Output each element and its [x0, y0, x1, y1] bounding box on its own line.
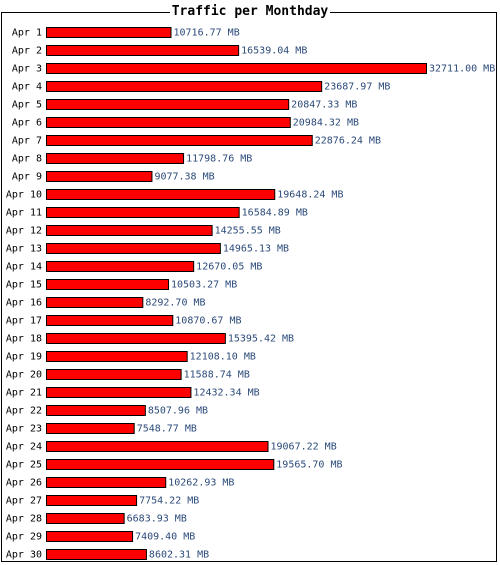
day-label: Apr 7: [12, 136, 42, 147]
value-label: 12108.10 MB: [190, 352, 256, 363]
value-label: 6683.93 MB: [127, 514, 187, 525]
value-label: 11588.74 MB: [184, 370, 250, 381]
value-label: 19565.70 MB: [276, 460, 342, 471]
day-label: Apr 25: [6, 460, 42, 471]
day-label: Apr 30: [6, 550, 42, 561]
traffic-bar: [46, 549, 147, 560]
value-label: 14255.55 MB: [215, 226, 281, 237]
traffic-bar: [46, 531, 134, 542]
chart-title: Traffic per Monthday: [169, 4, 331, 19]
value-label: 15395.42 MB: [228, 334, 294, 345]
day-label: Apr 11: [6, 208, 42, 219]
traffic-bar: [46, 117, 291, 128]
traffic-bar: [46, 477, 167, 488]
day-label: Apr 22: [6, 406, 42, 417]
value-label: 8507.96 MB: [148, 406, 208, 417]
day-label: Apr 27: [6, 496, 42, 507]
day-label: Apr 3: [12, 64, 42, 75]
day-label: Apr 2: [12, 46, 42, 57]
value-label: 32711.00 MB: [429, 64, 495, 75]
day-label: Apr 20: [6, 370, 42, 381]
day-label: Apr 24: [6, 442, 42, 453]
traffic-bar: [46, 99, 290, 110]
traffic-bar: [46, 495, 138, 506]
value-label: 19648.24 MB: [277, 190, 343, 201]
value-label: 7548.77 MB: [137, 424, 197, 435]
day-label: Apr 1: [12, 28, 42, 39]
day-label: Apr 26: [6, 478, 42, 489]
traffic-bar: [46, 351, 188, 362]
day-label: Apr 4: [12, 82, 42, 93]
value-label: 16584.89 MB: [242, 208, 308, 219]
traffic-bar: [46, 369, 182, 380]
traffic-bar: [46, 513, 125, 524]
traffic-bar: [46, 207, 240, 218]
value-label: 8602.31 MB: [149, 550, 209, 561]
value-label: 10503.27 MB: [171, 280, 237, 291]
value-label: 7754.22 MB: [139, 496, 199, 507]
value-label: 10716.77 MB: [173, 28, 239, 39]
day-label: Apr 14: [6, 262, 42, 273]
traffic-bar: [46, 81, 323, 92]
day-label: Apr 19: [6, 352, 42, 363]
traffic-bar: [46, 387, 192, 398]
traffic-bar: [46, 459, 275, 470]
traffic-bar: [46, 441, 269, 452]
value-label: 12432.34 MB: [193, 388, 259, 399]
traffic-bar: [46, 45, 240, 56]
traffic-bar: [46, 27, 172, 38]
value-label: 12670.05 MB: [196, 262, 262, 273]
value-label: 19067.22 MB: [271, 442, 337, 453]
value-label: 8292.70 MB: [145, 298, 205, 309]
day-label: Apr 12: [6, 226, 42, 237]
day-label: Apr 18: [6, 334, 42, 345]
day-label: Apr 6: [12, 118, 42, 129]
day-label: Apr 17: [6, 316, 42, 327]
traffic-bar: [46, 243, 221, 254]
value-label: 23687.97 MB: [324, 82, 390, 93]
value-label: 20984.32 MB: [293, 118, 359, 129]
traffic-bar: [46, 297, 144, 308]
value-label: 9077.38 MB: [154, 172, 214, 183]
traffic-bar: [46, 423, 135, 434]
day-label: Apr 10: [6, 190, 42, 201]
traffic-bar: [46, 405, 146, 416]
traffic-bar: [46, 261, 195, 272]
traffic-bar: [46, 279, 170, 290]
day-label: Apr 13: [6, 244, 42, 255]
day-label: Apr 16: [6, 298, 42, 309]
day-label: Apr 8: [12, 154, 42, 165]
day-label: Apr 21: [6, 388, 42, 399]
value-label: 14965.13 MB: [223, 244, 289, 255]
day-label: Apr 29: [6, 532, 42, 543]
traffic-bar: [46, 189, 276, 200]
traffic-bar: [46, 153, 185, 164]
day-label: Apr 5: [12, 100, 42, 111]
traffic-bar: [46, 135, 313, 146]
day-label: Apr 28: [6, 514, 42, 525]
value-label: 7409.40 MB: [135, 532, 195, 543]
traffic-bar: [46, 63, 427, 74]
value-label: 22876.24 MB: [315, 136, 381, 147]
traffic-bar: [46, 315, 174, 326]
day-label: Apr 9: [12, 172, 42, 183]
value-label: 10262.93 MB: [168, 478, 234, 489]
value-label: 10870.67 MB: [175, 316, 241, 327]
value-label: 20847.33 MB: [291, 100, 357, 111]
value-label: 16539.04 MB: [241, 46, 307, 57]
day-label: Apr 23: [6, 424, 42, 435]
value-label: 11798.76 MB: [186, 154, 252, 165]
traffic-bar: [46, 171, 153, 182]
traffic-bar: [46, 333, 226, 344]
traffic-bar: [46, 225, 213, 236]
day-label: Apr 15: [6, 280, 42, 291]
